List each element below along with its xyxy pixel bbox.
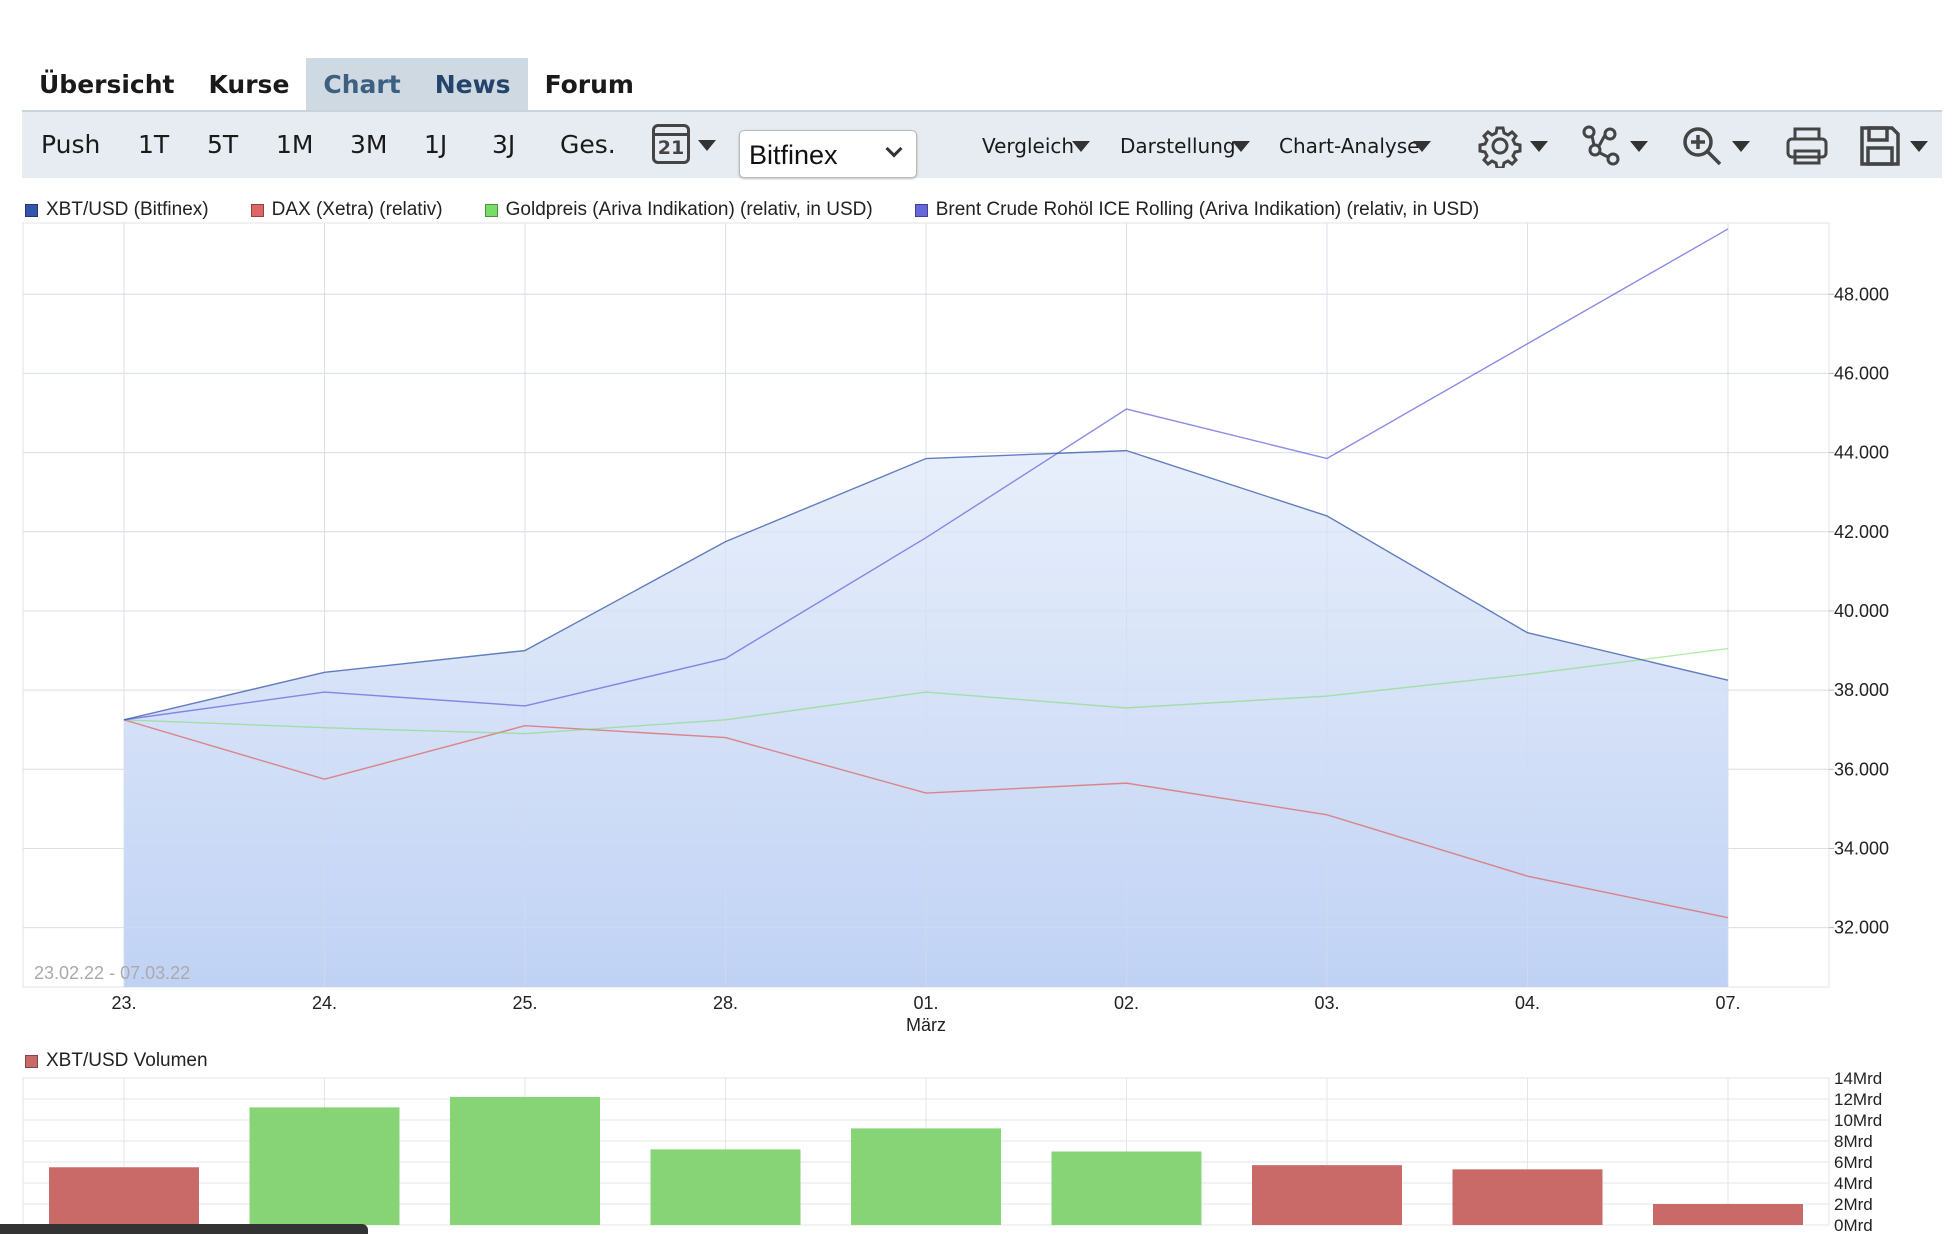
x-tick-label: 03. <box>1314 993 1339 1013</box>
chevron-down-icon <box>885 140 903 158</box>
volume-bar[interactable] <box>1252 1165 1402 1225</box>
volume-bar[interactable] <box>1452 1169 1603 1225</box>
y-tick-label: 32.000 <box>1834 918 1889 938</box>
x-tick-label: 07. <box>1715 993 1740 1013</box>
y-tick-label: 34.000 <box>1834 838 1889 858</box>
print-icon[interactable] <box>1784 124 1830 168</box>
legend-swatch-dax <box>250 203 264 217</box>
legend-brent[interactable]: Brent Crude Rohöl ICE Rolling (Ariva Ind… <box>914 199 1479 221</box>
volume-y-tick-label: 4Mrd <box>1834 1174 1873 1193</box>
period-5t[interactable]: 5T <box>207 130 239 159</box>
period-1m[interactable]: 1M <box>276 130 314 159</box>
price-chart-legend: XBT/USD (Bitfinex) DAX (Xetra) (relativ)… <box>25 199 1521 221</box>
x-tick-label: 02. <box>1114 993 1139 1013</box>
calendar-dropdown-arrow[interactable] <box>698 140 716 151</box>
legend-swatch-xbt <box>25 203 38 217</box>
chart-analyse-arrow[interactable] <box>1413 141 1431 152</box>
tab-chart[interactable]: Chart <box>306 58 418 110</box>
tab-uebersicht[interactable]: Übersicht <box>39 69 175 99</box>
y-tick-label: 36.000 <box>1834 759 1889 779</box>
x-tick-label: 01. <box>913 993 938 1013</box>
volume-y-tick-label: 2Mrd <box>1834 1195 1873 1214</box>
period-3m[interactable]: 3M <box>350 130 388 159</box>
volume-y-tick-label: 14Mrd <box>1834 1070 1882 1088</box>
zoom-in-icon[interactable] <box>1680 124 1724 168</box>
x-tick-label: 24. <box>312 993 337 1013</box>
zoom-arrow[interactable] <box>1732 141 1750 152</box>
chart-analyse-dropdown[interactable]: Chart-Analyse <box>1279 134 1420 158</box>
x-tick-label: 28. <box>713 993 738 1013</box>
y-tick-label: 38.000 <box>1834 680 1889 700</box>
volume-y-tick-label: 6Mrd <box>1834 1153 1873 1172</box>
legend-volume[interactable]: XBT/USD Volumen <box>25 1050 208 1072</box>
tab-news[interactable]: News <box>417 58 528 110</box>
gear-icon[interactable] <box>1478 124 1522 168</box>
tab-forum[interactable]: Forum <box>544 69 634 99</box>
exchange-select-value: Bitfinex <box>749 140 838 170</box>
indicators-arrow[interactable] <box>1630 141 1648 152</box>
date-range-label: 23.02.22 - 07.03.22 <box>34 963 190 983</box>
y-tick-label: 48.000 <box>1834 284 1889 304</box>
x-axis-month-label: März <box>906 1015 946 1035</box>
chart-toolbar: Push 1T 5T 1M 3M 1J 3J Ges. 21 Bitfinex … <box>22 110 1942 178</box>
x-tick-label: 25. <box>512 993 537 1013</box>
volume-y-tick-label: 0Mrd <box>1834 1216 1873 1234</box>
price-chart[interactable]: 32.000 34.000 36.000 38.000 40.000 42.000 44.0… <box>0 220 1954 1040</box>
volume-bar[interactable] <box>1653 1204 1803 1225</box>
darstellung-arrow[interactable] <box>1232 141 1250 152</box>
legend-swatch-volume <box>25 1054 38 1068</box>
x-tick-label: 23. <box>111 993 136 1013</box>
legend-swatch-gold <box>484 203 498 217</box>
series-line-dax[interactable] <box>123 719 1729 919</box>
horizontal-scrollbar[interactable] <box>0 1224 368 1234</box>
series-line-xbt[interactable] <box>123 449 1729 721</box>
y-tick-label: 46.000 <box>1834 363 1889 383</box>
period-1t[interactable]: 1T <box>138 130 170 159</box>
volume-bar[interactable] <box>851 1128 1001 1225</box>
save-arrow[interactable] <box>1910 141 1928 152</box>
volume-bar[interactable] <box>1051 1151 1202 1226</box>
darstellung-dropdown[interactable]: Darstellung <box>1120 134 1236 158</box>
vergleich-arrow[interactable] <box>1072 141 1090 152</box>
y-tick-label: 42.000 <box>1834 522 1889 542</box>
legend-gold[interactable]: Goldpreis (Ariva Indikation) (relativ, i… <box>484 199 873 221</box>
period-push[interactable]: Push <box>41 130 101 159</box>
volume-y-tick-label: 10Mrd <box>1834 1111 1882 1130</box>
calendar-day: 21 <box>657 137 685 159</box>
price-grid-overlay <box>23 223 1829 987</box>
indicators-icon[interactable] <box>1580 124 1622 168</box>
volume-bar[interactable] <box>450 1096 600 1225</box>
calendar-icon[interactable]: 21 <box>652 124 690 164</box>
volume-bar[interactable] <box>650 1149 801 1225</box>
legend-xbt[interactable]: XBT/USD (Bitfinex) <box>25 199 209 221</box>
y-tick-label: 40.000 <box>1834 601 1889 621</box>
period-3j[interactable]: 3J <box>492 130 516 159</box>
x-tick-label: 04. <box>1515 993 1540 1013</box>
vergleich-dropdown[interactable]: Vergleich <box>982 134 1075 158</box>
period-1j[interactable]: 1J <box>424 130 448 159</box>
exchange-select[interactable]: Bitfinex <box>739 130 917 178</box>
volume-y-tick-label: 8Mrd <box>1834 1132 1873 1151</box>
series-line-gold[interactable] <box>123 647 1729 735</box>
volume-bar[interactable] <box>249 1107 400 1225</box>
settings-arrow[interactable] <box>1530 141 1548 152</box>
legend-dax[interactable]: DAX (Xetra) (relativ) <box>250 199 443 221</box>
tab-kurse[interactable]: Kurse <box>208 69 290 99</box>
save-icon[interactable] <box>1858 124 1902 168</box>
volume-y-tick-label: 12Mrd <box>1834 1090 1882 1109</box>
y-tick-label: 44.000 <box>1834 443 1889 463</box>
legend-swatch-brent <box>914 203 928 217</box>
series-line-brent[interactable] <box>123 228 1729 721</box>
volume-chart-legend: XBT/USD Volumen <box>25 1050 250 1072</box>
volume-chart[interactable]: 0Mrd 2Mrd 4Mrd 6Mrd 8Mrd 10Mrd 12Mrd 14Mrd <box>0 1070 1954 1234</box>
volume-bar[interactable] <box>49 1167 199 1225</box>
main-nav: Übersicht Kurse Chart News Forum <box>22 58 651 110</box>
period-ges[interactable]: Ges. <box>560 130 616 159</box>
